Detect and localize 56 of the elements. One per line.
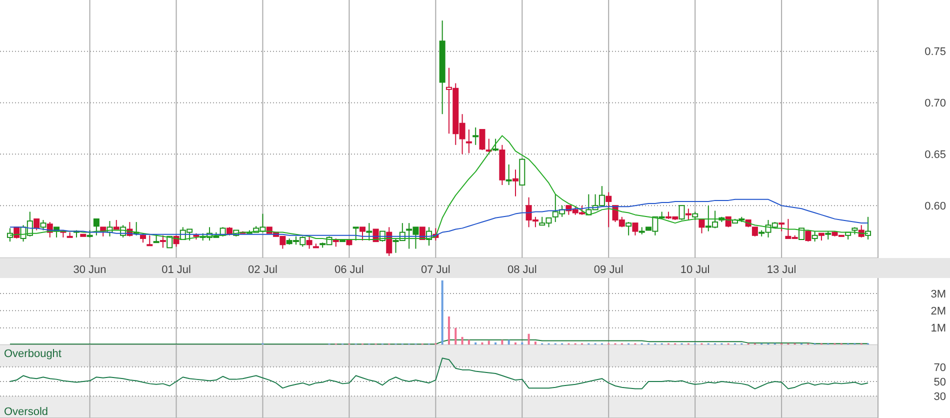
line-series (9, 358, 869, 390)
y-tick-label: 1M (930, 322, 946, 335)
candlestick (632, 222, 638, 236)
candlestick (466, 129, 472, 154)
x-tick-label: 13 Jul (766, 264, 796, 276)
x-tick-label: 08 Jul (507, 264, 537, 276)
x-tick-label: 30 Jun (73, 264, 106, 276)
y-tick-label: 3M (930, 288, 946, 300)
bar (441, 280, 444, 345)
x-tick-label: 01 Jul (162, 264, 191, 276)
candlestick (352, 226, 359, 242)
candlestick (40, 219, 46, 231)
bar (448, 316, 450, 345)
y-tick-label: 30 (934, 390, 946, 403)
candlestick (678, 205, 685, 220)
bar (528, 334, 530, 345)
candlestick (626, 222, 632, 236)
y-tick-label: 0.70 (924, 98, 946, 110)
y-tick-label: 70 (934, 362, 946, 374)
candlestick (512, 169, 518, 197)
candlestick (93, 218, 100, 236)
candlestick (752, 226, 758, 237)
candlestick (146, 234, 153, 246)
candlestick (160, 234, 166, 248)
candlestick (506, 164, 512, 186)
candlestick (6, 228, 13, 242)
x-tick-label: 07 Jul (420, 264, 450, 276)
x-tick-label: 02 Jul (248, 264, 278, 276)
candlestick (685, 208, 692, 220)
candlestick (805, 230, 812, 242)
candlestick (606, 192, 612, 228)
candlestick (472, 126, 479, 146)
candlestick (360, 226, 366, 242)
candlestick (386, 226, 392, 256)
candlestick (479, 129, 486, 151)
candlestick (306, 236, 312, 250)
band-label: Oversold (4, 406, 48, 418)
x-tick-label: 09 Jul (594, 264, 624, 276)
candlestick (492, 138, 499, 152)
band-label: Overbought (4, 348, 62, 360)
bar (488, 340, 490, 345)
candlestick (812, 230, 818, 242)
candlestick (34, 218, 40, 231)
x-tick-label: 10 Jul (680, 264, 710, 276)
y-tick-label: 0.60 (924, 200, 946, 212)
candlestick (698, 218, 705, 234)
bar (461, 336, 464, 345)
bar (454, 328, 457, 345)
y-tick-label: 0.75 (924, 46, 946, 58)
y-tick-label: 0.65 (924, 149, 946, 162)
candlestick (113, 219, 120, 230)
y-tick-label: 2M (930, 305, 946, 318)
candlestick (366, 222, 372, 242)
x-tick-label: 06 Jul (334, 264, 364, 276)
y-tick-label: 50 (934, 376, 946, 388)
candlestick (865, 216, 872, 240)
